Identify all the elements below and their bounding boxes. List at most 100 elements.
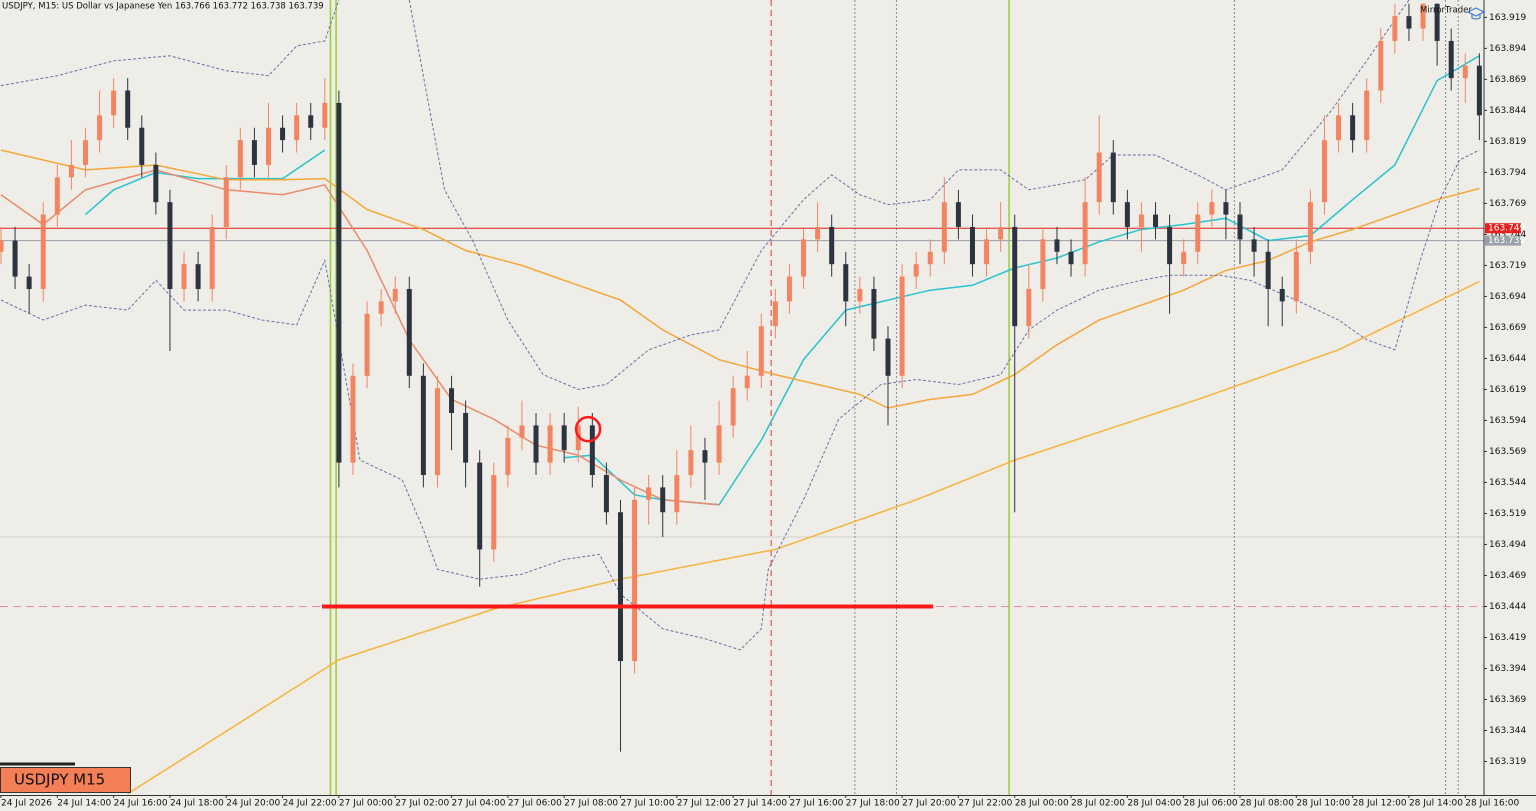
y-tick-label: 163.594 xyxy=(1489,416,1526,426)
candle-body xyxy=(674,475,680,513)
candle-body xyxy=(294,115,300,141)
x-tick-label: 27 Jul 16:00 xyxy=(789,799,843,809)
candle-body xyxy=(815,226,821,240)
x-tick-label: 27 Jul 14:00 xyxy=(733,799,787,809)
candle-body xyxy=(1350,115,1356,141)
candle-body xyxy=(181,264,187,289)
candle-body xyxy=(1209,202,1215,215)
y-tick-label: 163.819 xyxy=(1489,137,1526,147)
candle-body xyxy=(871,288,877,339)
y-tick-label: 163.519 xyxy=(1489,509,1526,519)
candle-body xyxy=(1195,214,1201,252)
candle-body xyxy=(617,512,623,662)
y-tick-label: 163.544 xyxy=(1489,478,1526,488)
candle-body xyxy=(772,301,778,327)
candle-body xyxy=(26,276,32,289)
candle-body xyxy=(519,425,525,438)
x-tick-label: 28 Jul 12:00 xyxy=(1353,799,1407,809)
x-tick-label: 24 Jul 14:00 xyxy=(57,799,111,809)
candle-body xyxy=(1420,3,1426,29)
candle-body xyxy=(223,177,229,227)
candle-body xyxy=(82,140,88,165)
candle-body xyxy=(1082,202,1088,265)
x-tick-label: 27 Jul 18:00 xyxy=(846,799,900,809)
x-tick-label: 27 Jul 12:00 xyxy=(677,799,731,809)
candle-body xyxy=(561,425,567,451)
x-tick-label: 27 Jul 04:00 xyxy=(452,799,506,809)
candle-body xyxy=(1406,16,1412,29)
candle-body xyxy=(392,288,398,302)
candle-body xyxy=(237,140,243,178)
y-tick-label: 163.644 xyxy=(1489,354,1526,364)
candle-body xyxy=(1364,90,1370,141)
candle-body xyxy=(1138,214,1144,227)
x-tick-label: 27 Jul 00:00 xyxy=(339,799,393,809)
y-tick-label: 163.369 xyxy=(1489,695,1526,705)
x-tick-label: 28 Jul 14:00 xyxy=(1409,799,1463,809)
y-tick-label: 163.619 xyxy=(1489,385,1526,395)
candle-body xyxy=(1223,202,1229,215)
x-tick-label: 24 Jul 2026 xyxy=(1,799,52,809)
candle-body xyxy=(660,487,666,513)
candle-body xyxy=(941,202,947,252)
candle-body xyxy=(463,413,469,463)
candle-body xyxy=(505,437,511,476)
candle-body xyxy=(68,164,74,178)
candle-body xyxy=(434,388,440,476)
candle-body xyxy=(533,425,539,463)
candle-body xyxy=(547,425,553,463)
x-tick-label: 28 Jul 00:00 xyxy=(1015,799,1069,809)
candle-body xyxy=(1293,251,1299,302)
brand-icon xyxy=(1466,7,1486,20)
y-tick-label: 163.719 xyxy=(1489,261,1526,271)
candle-body xyxy=(477,462,483,550)
candle-body xyxy=(167,202,173,289)
x-tick-label: 28 Jul 10:00 xyxy=(1296,799,1350,809)
candle-body xyxy=(913,264,919,277)
candle-body xyxy=(139,127,145,165)
candle-body xyxy=(40,214,46,289)
y-tick-label: 163.469 xyxy=(1489,571,1526,581)
indicator-line xyxy=(0,149,1480,409)
candle-body xyxy=(899,276,905,376)
candle-body xyxy=(0,240,4,252)
candle-body xyxy=(420,375,426,476)
candle-body xyxy=(1110,152,1116,203)
x-tick-label: 27 Jul 22:00 xyxy=(958,799,1012,809)
candle-body xyxy=(1167,226,1173,265)
candle-body xyxy=(1181,251,1187,265)
candle-body xyxy=(280,127,286,141)
y-tick-label: 163.444 xyxy=(1489,602,1526,612)
price-label: 163.739 xyxy=(1488,236,1525,246)
candle-body xyxy=(984,239,990,265)
candle-body xyxy=(54,177,60,215)
candle-body xyxy=(153,164,159,203)
x-tick-label: 27 Jul 20:00 xyxy=(902,799,956,809)
candle-body xyxy=(12,240,18,277)
candle-body xyxy=(449,388,455,414)
candle-body xyxy=(336,102,342,463)
candle-body xyxy=(322,102,328,128)
x-tick-label: 28 Jul 08:00 xyxy=(1240,799,1294,809)
candle-body xyxy=(702,450,708,463)
indicator-line xyxy=(0,0,1410,390)
y-tick-label: 163.744 xyxy=(1489,230,1526,240)
y-tick-label: 163.869 xyxy=(1489,75,1526,85)
y-tick-label: 163.419 xyxy=(1489,633,1526,643)
candle-body xyxy=(632,499,638,662)
x-tick-label: 24 Jul 20:00 xyxy=(226,799,280,809)
x-tick-label: 24 Jul 22:00 xyxy=(283,799,337,809)
candle-body xyxy=(1321,140,1327,203)
y-tick-label: 163.344 xyxy=(1489,726,1526,736)
candle-body xyxy=(378,301,384,314)
x-tick-label: 27 Jul 10:00 xyxy=(620,799,674,809)
candle-body xyxy=(998,226,1004,240)
candle-body xyxy=(209,226,215,289)
candle-body xyxy=(716,425,722,463)
marker-circle xyxy=(574,415,602,443)
x-tick-label: 27 Jul 02:00 xyxy=(395,799,449,809)
candle-body xyxy=(1307,202,1313,252)
candle-body xyxy=(364,313,370,376)
